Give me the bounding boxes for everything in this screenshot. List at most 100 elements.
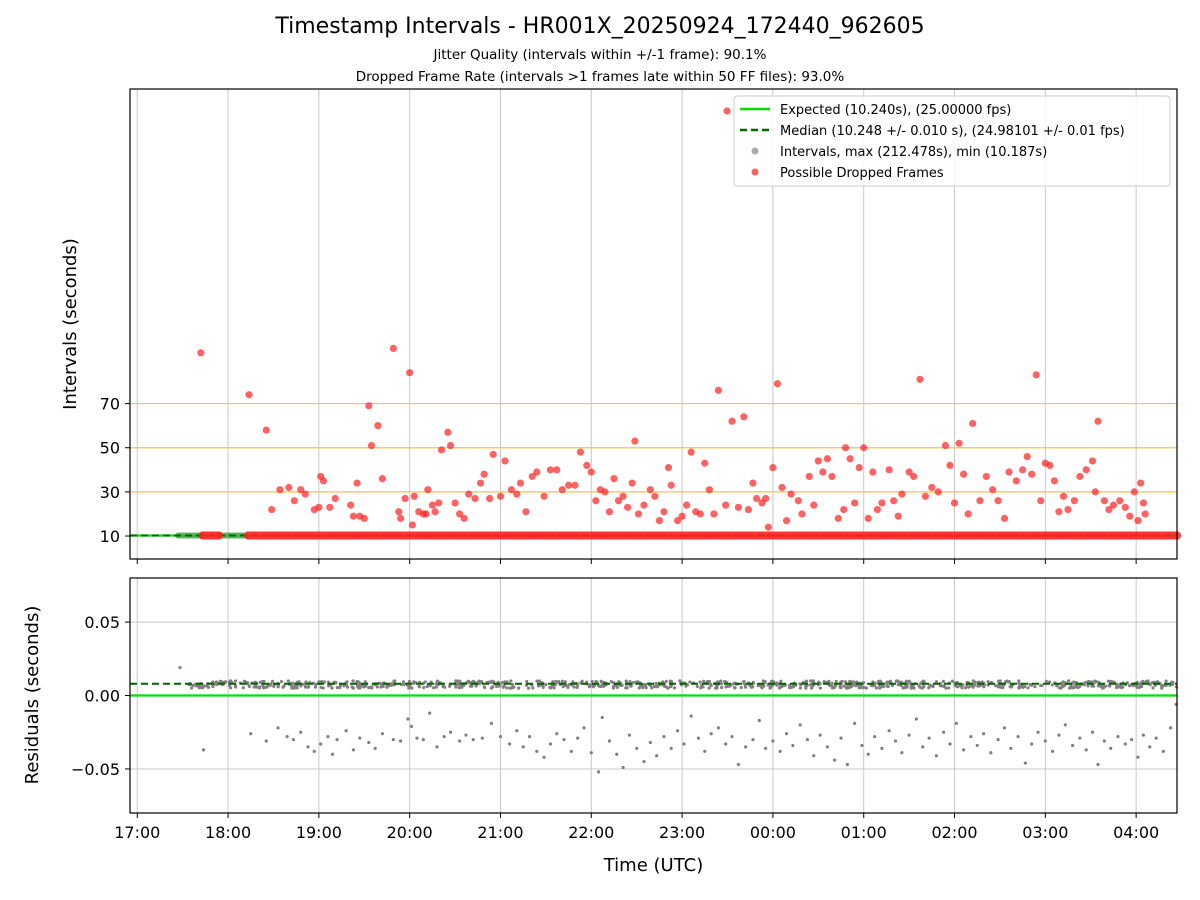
dropped-frame-point bbox=[687, 448, 695, 456]
residual-point bbox=[665, 685, 669, 689]
dropped-frame-point bbox=[955, 439, 963, 447]
residual-point bbox=[942, 730, 946, 734]
dropped-frame-point bbox=[401, 494, 409, 503]
residual-point bbox=[548, 742, 553, 746]
residual-point bbox=[214, 680, 219, 684]
residual-point bbox=[912, 686, 916, 690]
dropped-frame-point bbox=[834, 514, 842, 522]
residual-point bbox=[448, 684, 452, 688]
residual-point bbox=[233, 684, 238, 688]
residual-point bbox=[963, 686, 968, 690]
residual-point bbox=[1102, 739, 1106, 743]
residual-point bbox=[709, 732, 713, 736]
dropped-frame-point bbox=[624, 503, 632, 511]
residual-point bbox=[1138, 682, 1142, 686]
residual-point bbox=[317, 680, 321, 684]
dropped-frame-point bbox=[734, 503, 743, 511]
dropped-frame-point bbox=[860, 444, 868, 452]
residual-point bbox=[434, 685, 439, 689]
residual-point bbox=[490, 679, 494, 683]
residual-point bbox=[554, 679, 558, 684]
residual-point bbox=[722, 679, 727, 684]
dropped-frame-point bbox=[290, 497, 298, 505]
dropped-frame-point bbox=[408, 521, 417, 529]
dropped-frame-point bbox=[301, 490, 309, 498]
residual-point bbox=[954, 721, 958, 726]
dropped-frame-point bbox=[319, 477, 328, 485]
residual-point bbox=[285, 735, 289, 739]
residual-point bbox=[791, 743, 795, 748]
residual-point bbox=[326, 735, 330, 739]
residual-point bbox=[448, 730, 453, 734]
residual-point bbox=[703, 749, 707, 753]
residual-point bbox=[375, 685, 380, 689]
dropped-frame-point bbox=[773, 380, 782, 388]
residual-point bbox=[881, 685, 886, 689]
residual-point bbox=[873, 735, 877, 739]
residual-point bbox=[839, 736, 843, 740]
residual-point bbox=[893, 739, 898, 743]
dropped-frame-point bbox=[964, 510, 972, 518]
dropped-frame-point bbox=[1116, 497, 1124, 505]
residual-point bbox=[1030, 742, 1034, 746]
residual-point bbox=[627, 733, 632, 737]
residual-point bbox=[947, 686, 951, 690]
dropped-frame-point bbox=[516, 479, 525, 487]
residual-point bbox=[356, 682, 361, 686]
residual-point bbox=[295, 686, 299, 690]
residual-point bbox=[342, 684, 346, 688]
residual-point bbox=[290, 686, 294, 690]
dropped-frame-point bbox=[1134, 516, 1142, 525]
residual-point bbox=[594, 680, 598, 684]
residual-point bbox=[582, 726, 586, 730]
residual-point bbox=[1017, 679, 1021, 683]
residual-point bbox=[1033, 685, 1037, 689]
residual-point bbox=[707, 680, 712, 684]
dropped-frame-point bbox=[1141, 510, 1149, 518]
dropped-frame-point bbox=[431, 508, 439, 516]
residual-point bbox=[551, 680, 555, 684]
dropped-frame-point bbox=[744, 505, 752, 514]
residual-point bbox=[934, 680, 938, 684]
dropped-frame-point bbox=[480, 470, 488, 478]
dropped-frame-point bbox=[941, 441, 950, 450]
residuals-y-tick-label: 0.05 bbox=[84, 613, 120, 632]
time-x-tick-label: 20:00 bbox=[387, 823, 433, 842]
residual-point bbox=[662, 735, 666, 739]
residual-point bbox=[1154, 736, 1158, 740]
residual-point bbox=[242, 679, 246, 683]
dropped-frame-point bbox=[197, 349, 205, 357]
residual-point bbox=[941, 679, 945, 683]
residual-point bbox=[804, 684, 808, 688]
residual-point bbox=[654, 681, 658, 686]
residual-point bbox=[736, 762, 741, 767]
residual-point bbox=[567, 682, 571, 687]
residual-point bbox=[809, 679, 813, 683]
residual-point bbox=[1090, 730, 1095, 734]
residual-point bbox=[969, 735, 973, 739]
dropped-frame-point bbox=[446, 441, 455, 450]
residual-point bbox=[361, 684, 366, 688]
residual-point bbox=[860, 743, 864, 748]
residual-point bbox=[1164, 679, 1168, 683]
residual-point bbox=[731, 682, 735, 686]
residual-point bbox=[904, 679, 908, 683]
dropped-frame-point bbox=[640, 501, 648, 509]
residual-point bbox=[1132, 684, 1136, 688]
dropped-frame-point bbox=[873, 505, 881, 514]
residual-point bbox=[768, 686, 772, 690]
legend-intervals-swatch bbox=[751, 147, 759, 155]
residual-point bbox=[900, 751, 904, 755]
residual-point bbox=[744, 685, 748, 689]
residual-point bbox=[688, 680, 692, 684]
dropped-frame-point bbox=[576, 448, 585, 456]
dropped-frame-point bbox=[898, 490, 906, 498]
residual-point bbox=[944, 686, 948, 690]
residual-point bbox=[698, 680, 702, 684]
intervals-axes-frame bbox=[129, 88, 1178, 560]
residual-point bbox=[515, 729, 519, 733]
residual-point bbox=[1063, 723, 1067, 727]
residual-point bbox=[178, 665, 182, 670]
residual-point bbox=[791, 685, 795, 689]
residual-point bbox=[454, 684, 458, 688]
